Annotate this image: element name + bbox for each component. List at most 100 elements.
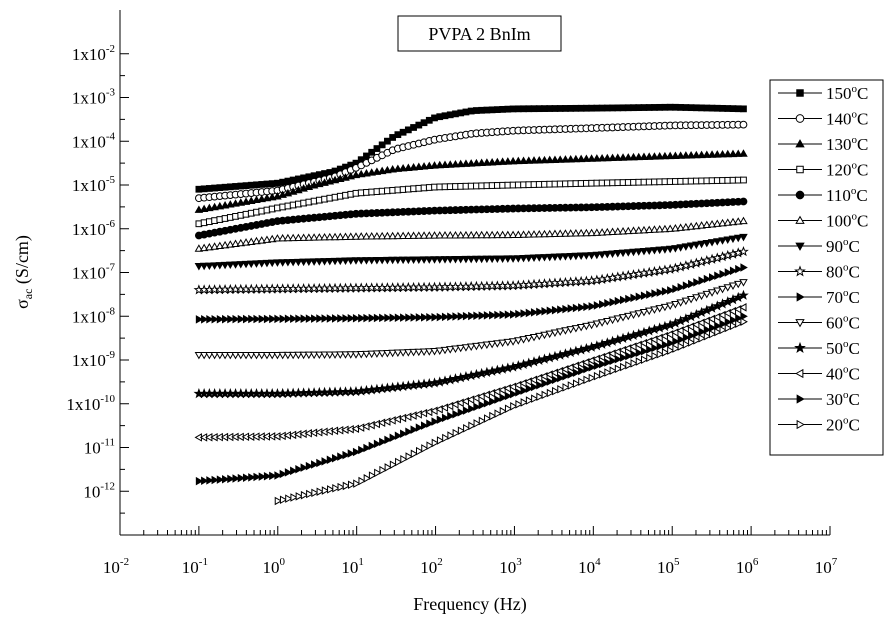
data-point [582, 322, 591, 331]
data-point [603, 153, 612, 162]
data-point [530, 308, 539, 317]
legend-unit: C [849, 390, 860, 409]
y-axis-label: σac (S/cm) [12, 235, 35, 309]
data-point [331, 453, 340, 463]
legend-label: 60oC [826, 313, 860, 333]
data-point [796, 394, 805, 404]
data-point [201, 476, 209, 486]
data-point [603, 227, 612, 236]
x-tick-label: 101 [341, 556, 364, 577]
data-point [625, 294, 633, 304]
data-point [740, 263, 748, 272]
data-point [404, 231, 413, 239]
data-point [718, 237, 727, 245]
data-point [635, 357, 644, 366]
data-point [274, 471, 282, 480]
data-point [795, 190, 805, 200]
data-point [651, 289, 659, 298]
data-point [440, 231, 450, 239]
data-point [514, 337, 523, 345]
x-tick-exponent: 1 [358, 556, 364, 568]
data-point [650, 247, 659, 255]
data-point [625, 351, 633, 361]
data-point [315, 351, 324, 360]
legend-degree: o [843, 262, 849, 274]
data-point [676, 299, 685, 307]
data-point [210, 351, 219, 360]
data-point [278, 233, 287, 242]
data-point [472, 158, 481, 167]
data-point [358, 476, 366, 486]
legend-degree: o [843, 313, 849, 325]
x-tick-label: 104 [578, 556, 601, 577]
data-point [582, 252, 591, 260]
data-point [452, 312, 460, 321]
data-point [723, 284, 733, 292]
data-point [279, 495, 288, 505]
data-point [504, 310, 513, 319]
data-point [794, 341, 806, 353]
data-point [713, 219, 722, 227]
data-point [269, 471, 277, 481]
data-point [398, 413, 407, 423]
series-140C [194, 120, 748, 203]
data-point [252, 351, 261, 360]
data-point [660, 246, 670, 254]
data-point [608, 250, 617, 258]
y-tick-label: 1x10-6 [72, 218, 116, 239]
data-point [729, 321, 738, 331]
data-point [667, 338, 675, 348]
legend-degree: o [843, 287, 849, 299]
x-tick-exponent: -2 [120, 556, 129, 568]
legend-item-100C: 100oC [778, 211, 868, 231]
data-point [740, 311, 748, 321]
data-point [688, 338, 696, 347]
data-point [739, 149, 748, 157]
data-point [493, 340, 502, 348]
data-point [421, 421, 429, 430]
legend-unit: C [857, 135, 868, 154]
data-point [300, 490, 309, 500]
data-point [719, 319, 727, 329]
data-point [211, 475, 220, 485]
chart-title: PVPA 2 BnIm [428, 24, 530, 44]
data-point [660, 151, 670, 160]
data-point [686, 222, 696, 230]
data-point [299, 351, 308, 360]
data-point [707, 239, 717, 247]
data-point [576, 323, 586, 332]
data-point [457, 426, 466, 435]
data-point [456, 159, 465, 168]
data-point [468, 404, 476, 414]
data-point [456, 230, 465, 239]
data-point [332, 483, 340, 493]
data-point [667, 286, 675, 295]
data-point [555, 229, 565, 237]
data-point [372, 231, 382, 240]
data-point [325, 351, 335, 359]
data-point [529, 156, 539, 164]
data-point [681, 151, 691, 159]
data-point [625, 360, 633, 370]
data-point [614, 355, 623, 364]
data-point [656, 288, 665, 297]
data-point [246, 260, 256, 269]
data-point [373, 145, 381, 152]
data-point [252, 260, 261, 268]
data-point [445, 346, 455, 354]
data-point [572, 303, 581, 313]
data-point [644, 152, 654, 160]
data-point [288, 351, 298, 360]
data-point [337, 482, 345, 492]
data-point [263, 471, 272, 481]
data-point [421, 313, 429, 322]
data-point [676, 151, 685, 159]
data-point [288, 258, 298, 267]
data-point [550, 155, 560, 163]
data-point [330, 257, 340, 266]
data-point [435, 231, 445, 239]
data-point [510, 402, 518, 411]
data-point [536, 307, 544, 317]
data-point [592, 228, 602, 236]
legend-unit: C [849, 314, 860, 333]
